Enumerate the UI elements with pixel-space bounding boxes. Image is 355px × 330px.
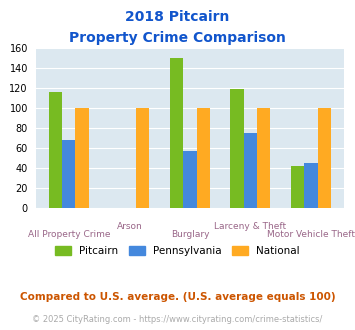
Text: Property Crime Comparison: Property Crime Comparison [69, 31, 286, 45]
Bar [318, 108, 331, 208]
Bar [244, 133, 257, 208]
Text: Compared to U.S. average. (U.S. average equals 100): Compared to U.S. average. (U.S. average … [20, 292, 335, 302]
Bar [230, 89, 244, 208]
Bar [49, 92, 62, 208]
Bar [76, 108, 89, 208]
Text: Motor Vehicle Theft: Motor Vehicle Theft [267, 230, 355, 239]
Text: Larceny & Theft: Larceny & Theft [214, 222, 286, 231]
Bar [136, 108, 149, 208]
Bar [170, 58, 183, 208]
Text: Burglary: Burglary [171, 230, 209, 239]
Text: Arson: Arson [116, 222, 142, 231]
Bar [62, 140, 76, 208]
Bar [197, 108, 210, 208]
Text: 2018 Pitcairn: 2018 Pitcairn [125, 10, 230, 24]
Bar [257, 108, 271, 208]
Bar [183, 151, 197, 208]
Legend: Pitcairn, Pennsylvania, National: Pitcairn, Pennsylvania, National [51, 242, 304, 260]
Text: © 2025 CityRating.com - https://www.cityrating.com/crime-statistics/: © 2025 CityRating.com - https://www.city… [32, 315, 323, 324]
Text: All Property Crime: All Property Crime [28, 230, 110, 239]
Bar [304, 163, 318, 208]
Bar [291, 166, 304, 208]
